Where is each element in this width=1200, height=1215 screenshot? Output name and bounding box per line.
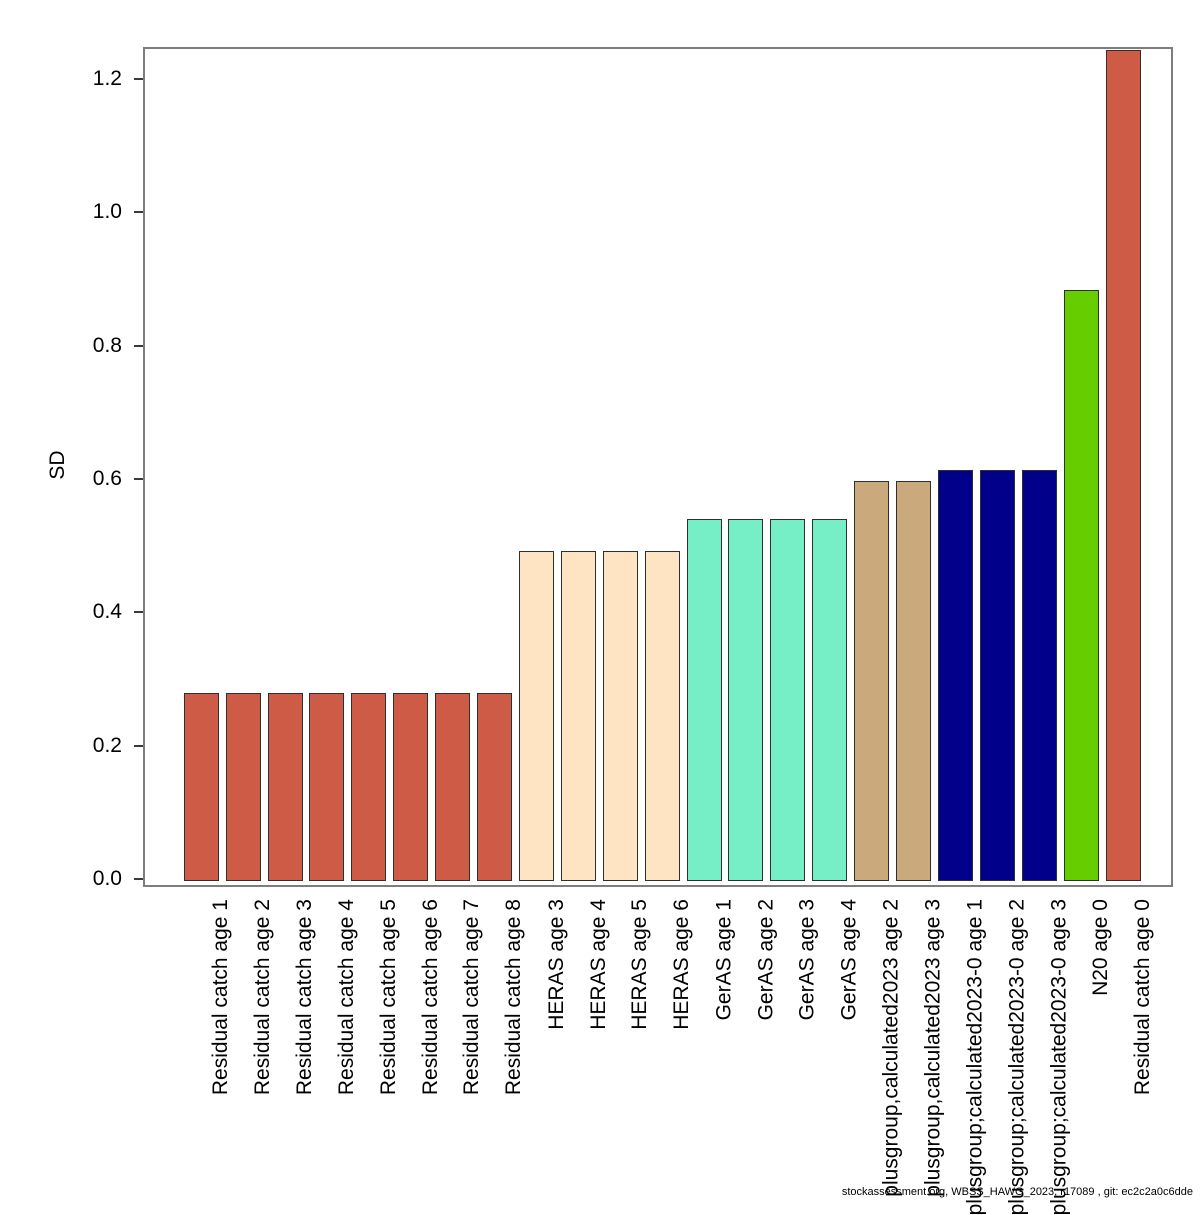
bar <box>854 481 890 881</box>
bar <box>937 469 973 881</box>
x-axis-label: Residual catch age 3 <box>293 899 316 1096</box>
y-tick-mark <box>134 744 143 747</box>
bar <box>560 551 596 881</box>
bar <box>351 693 387 881</box>
bar <box>979 469 1015 881</box>
y-tick-mark <box>134 344 143 347</box>
bar <box>267 693 303 881</box>
x-axis-label: plusgroup;calculated2023-0 age 1 <box>963 899 987 1215</box>
y-tick-label: 1.0 <box>92 200 122 224</box>
bar <box>309 693 345 881</box>
x-axis-label: Residual catch age 6 <box>418 899 442 1096</box>
bar <box>812 519 848 881</box>
x-axis-label: plusgroup;calculated2023-0 age 3 <box>1047 899 1071 1215</box>
bar <box>602 551 638 881</box>
y-tick-mark <box>134 211 143 214</box>
x-axis-label: Residual catch age 7 <box>460 899 484 1096</box>
x-axis-label: Residual catch age 1 <box>209 899 233 1096</box>
x-axis-label: Residual catch age 0 <box>1131 899 1154 1096</box>
x-axis-label: HERAS age 6 <box>670 899 694 1030</box>
x-axis-label: plusgroup;calculated2023-0 age 2 <box>1005 899 1029 1215</box>
bar <box>728 519 764 881</box>
plot-area <box>143 47 1173 887</box>
y-tick-mark <box>134 478 143 480</box>
y-tick-label: 0.8 <box>92 333 122 357</box>
bar <box>644 551 680 881</box>
y-tick-label: 1.2 <box>92 67 122 90</box>
x-axis-label: Residual catch age 8 <box>502 899 526 1096</box>
bar <box>393 693 429 881</box>
x-axis-label: HERAS age 4 <box>586 899 610 1030</box>
watermark: stockassessment.org, WBSS_HAWG_2023, r17… <box>841 1186 1193 1198</box>
x-axis-label: GerAS age 4 <box>837 899 861 1021</box>
y-tick-mark <box>134 878 143 880</box>
y-tick-label: 0.4 <box>92 600 122 624</box>
x-axis-label: Residual catch age 4 <box>334 899 358 1096</box>
x-axis-label: GerAS age 1 <box>712 899 735 1021</box>
x-axis-label: HERAS age 3 <box>544 899 568 1030</box>
x-axis-label: Residual catch age 2 <box>251 899 275 1096</box>
bar <box>896 481 931 881</box>
bar <box>518 551 554 881</box>
bar <box>1021 469 1057 881</box>
y-tick-label: 0.6 <box>92 467 122 490</box>
y-tick-mark <box>134 78 143 80</box>
x-axis-label: plusgroup,calculated2023 age 2 <box>879 899 903 1197</box>
x-axis-label: N20 age 0 <box>1089 899 1113 996</box>
x-axis-label: HERAS age 5 <box>628 899 652 1030</box>
bar <box>183 693 219 881</box>
bar <box>435 693 471 881</box>
bar <box>770 519 806 881</box>
bar <box>1105 49 1141 881</box>
bar <box>1063 289 1099 881</box>
bar <box>477 693 512 881</box>
y-tick-label: 0.0 <box>92 867 122 890</box>
x-axis-label: GerAS age 2 <box>753 899 777 1021</box>
y-tick-label: 0.2 <box>92 733 122 757</box>
x-axis-label: Residual catch age 5 <box>376 899 400 1096</box>
x-axis-label: plusgroup,calculated2023 age 3 <box>921 899 945 1197</box>
bar <box>225 693 261 881</box>
y-tick-mark <box>134 611 143 614</box>
bar <box>686 519 722 881</box>
x-axis-label: GerAS age 3 <box>795 899 819 1021</box>
